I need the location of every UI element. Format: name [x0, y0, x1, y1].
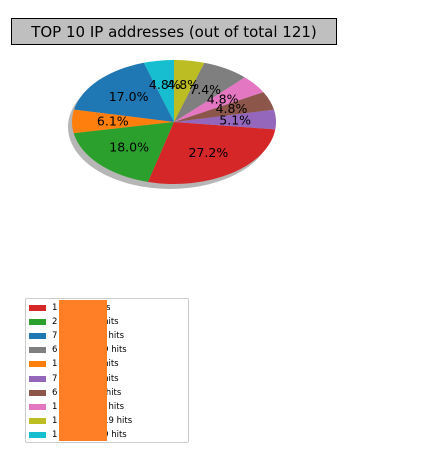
pie-pct-label-6: 4.8%: [216, 101, 248, 116]
pie-slice-6: [174, 92, 274, 122]
legend-swatch: [29, 417, 46, 424]
legend-swatch: [29, 347, 46, 354]
pie-slice-7: [174, 77, 264, 122]
legend-swatch: [29, 361, 46, 368]
pie-slice-3: [73, 122, 174, 182]
pie-pct-label-2: 6.1%: [97, 114, 129, 129]
pie-pct-label-8: 7.4%: [189, 82, 221, 97]
pie-pct-label-4: 27.2%: [189, 145, 229, 160]
pie-slice-0: [143, 60, 174, 122]
pie-pct-label-0: 4.8%: [149, 77, 181, 92]
pie-slice-5: [174, 109, 276, 130]
legend-swatch: [29, 319, 46, 326]
legend-swatch: [29, 375, 46, 382]
pie-slice-4: [148, 122, 276, 184]
pie-slice-2: [72, 109, 174, 134]
pie-pct-label-7: 4.8%: [207, 91, 239, 106]
pie-pct-label-9: 4.8%: [167, 77, 199, 92]
redaction-block: [59, 300, 107, 441]
legend-swatch: [29, 389, 46, 396]
legend-swatch: [29, 333, 46, 340]
legend-swatch: [29, 305, 46, 311]
pie-pct-label-1: 17.0%: [109, 89, 149, 104]
pie-slice-8: [174, 62, 245, 122]
pie-slice-1: [74, 62, 174, 122]
legend-swatch: [29, 431, 46, 438]
pie-slice-9: [174, 60, 205, 122]
pie-chart: 4.8%17.0%6.1%18.0% 27.2%5.1%4.8%4.8%7.4%4…: [68, 60, 276, 189]
legend-swatch: [29, 403, 46, 410]
chart-title: TOP 10 IP addresses (out of total 121): [11, 18, 337, 45]
pie-pct-label-3: 18.0%: [109, 139, 149, 154]
pie-pct-label-5: 5.1%: [219, 112, 251, 127]
